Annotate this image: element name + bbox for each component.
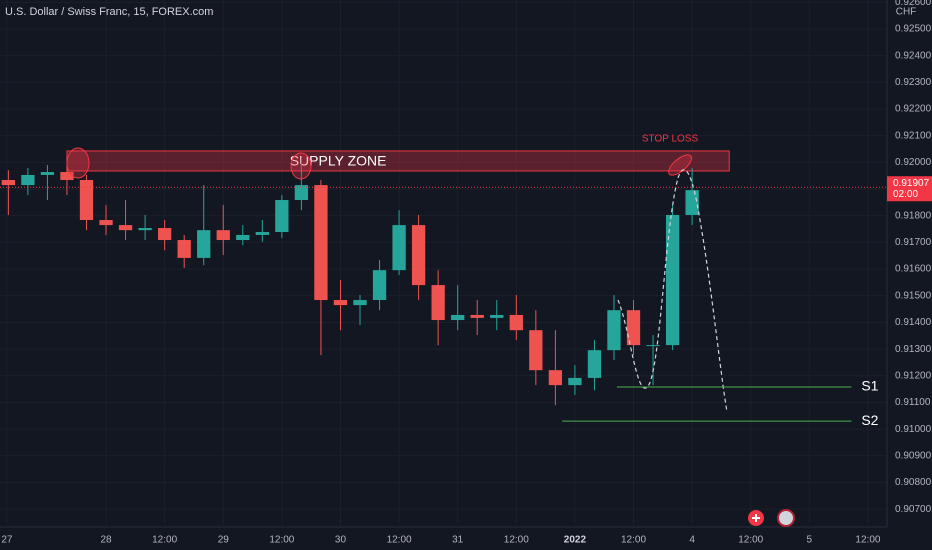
candle-body (60, 172, 74, 181)
candle-body (665, 214, 680, 346)
countdown-label: 02:00 (893, 189, 918, 200)
y-tick-label: 0.92000 (895, 157, 932, 168)
candle-body (509, 314, 523, 331)
candle-body (99, 220, 113, 226)
grid (0, 0, 887, 527)
peak-circle (290, 152, 312, 180)
annotations (66, 147, 728, 413)
x-tick-label: 12:00 (738, 535, 763, 546)
x-tick-label: 29 (218, 535, 230, 546)
candle-body (411, 225, 426, 286)
candle-body (177, 240, 191, 258)
candle-body (118, 225, 133, 231)
candle-body (333, 300, 348, 306)
candle-body (451, 314, 465, 321)
y-tick-label: 0.91800 (895, 210, 932, 221)
candle-body (372, 270, 387, 301)
candle-body (587, 350, 602, 378)
y-tick-label: 0.91600 (895, 264, 932, 275)
y-tick-label: 0.92300 (895, 77, 932, 88)
x-tick-label: 2022 (564, 535, 587, 546)
y-tick-label: 0.91000 (895, 424, 932, 435)
x-tick-label: 31 (452, 535, 464, 546)
last-price-box (887, 176, 932, 202)
candle-body (275, 200, 289, 233)
y-tick-label: 0.91500 (895, 290, 932, 301)
candle-body (79, 180, 94, 221)
x-tick-label: 12:00 (855, 535, 880, 546)
y-tick-label: 0.92400 (895, 50, 932, 61)
y-tick-label: 0.92600 (895, 0, 932, 8)
y-tick-label: 0.91200 (895, 370, 932, 381)
y-tick-label: 0.91300 (895, 344, 932, 355)
candle-body (353, 300, 367, 306)
x-tick-label: 12:00 (152, 535, 177, 546)
candle-body (685, 190, 699, 215)
y-tick-label: 0.91100 (895, 397, 931, 408)
levels: S1 S2 (0, 186, 887, 428)
y-tick-label: 0.91700 (895, 237, 932, 248)
zone-label: SUPPLY ZONE (290, 153, 387, 169)
x-tick-label: 4 (689, 535, 695, 546)
zone-layer: SUPPLY ZONE STOP LOSS (66, 134, 730, 172)
candle-body (626, 310, 641, 346)
currency-label: CHF (896, 7, 917, 18)
candle-body (314, 185, 328, 301)
support-label: S1 (861, 378, 878, 394)
y-tick-label: 0.92500 (895, 24, 932, 35)
x-tick-label: 27 (1, 535, 13, 546)
candle-body (607, 310, 621, 351)
candle-body (21, 174, 35, 186)
candle-body (529, 330, 543, 371)
x-tick-label: 12:00 (269, 535, 294, 546)
x-tick-label: 30 (335, 535, 347, 546)
candles (1, 157, 699, 406)
projection-path (617, 169, 728, 413)
y-tick-label: 0.90700 (895, 504, 932, 515)
x-tick-label: 12:00 (621, 535, 646, 546)
y-tick-label: 0.92100 (895, 130, 932, 141)
y-tick-label: 0.90800 (895, 477, 932, 488)
supply-zone (66, 150, 730, 172)
candle-body (158, 228, 172, 241)
candle-body (255, 232, 269, 235)
y-tick-label: 0.90900 (895, 450, 932, 461)
candle-body (548, 370, 563, 386)
y-tick-label: 0.92200 (895, 104, 932, 115)
event-icon-plus (752, 514, 760, 522)
candle-body (392, 225, 406, 271)
last-price-label: 0.91907 (893, 178, 930, 189)
support-label: S2 (861, 412, 878, 428)
candle-body (294, 185, 309, 201)
candle-body (490, 314, 504, 318)
candle-body (197, 230, 211, 258)
candle-body (431, 285, 445, 321)
candle-body (40, 172, 55, 175)
x-tick-label: 28 (100, 535, 112, 546)
candle-body (470, 314, 484, 318)
candle-body (568, 377, 582, 386)
chart-title: U.S. Dollar / Swiss Franc, 15, FOREX.com (5, 6, 213, 18)
candle-body (646, 345, 660, 347)
candle-body (1, 180, 15, 186)
candle-body (216, 230, 230, 241)
x-tick-label: 5 (807, 535, 813, 546)
peak-circle (66, 147, 90, 179)
event-icon[interactable] (777, 509, 795, 527)
candle-body (138, 228, 152, 231)
candle-body (236, 234, 250, 241)
stop-loss-label: STOP LOSS (642, 134, 699, 145)
y-tick-label: 0.91400 (895, 317, 932, 328)
x-tick-label: 12:00 (387, 535, 412, 546)
x-tick-label: 12:00 (504, 535, 529, 546)
